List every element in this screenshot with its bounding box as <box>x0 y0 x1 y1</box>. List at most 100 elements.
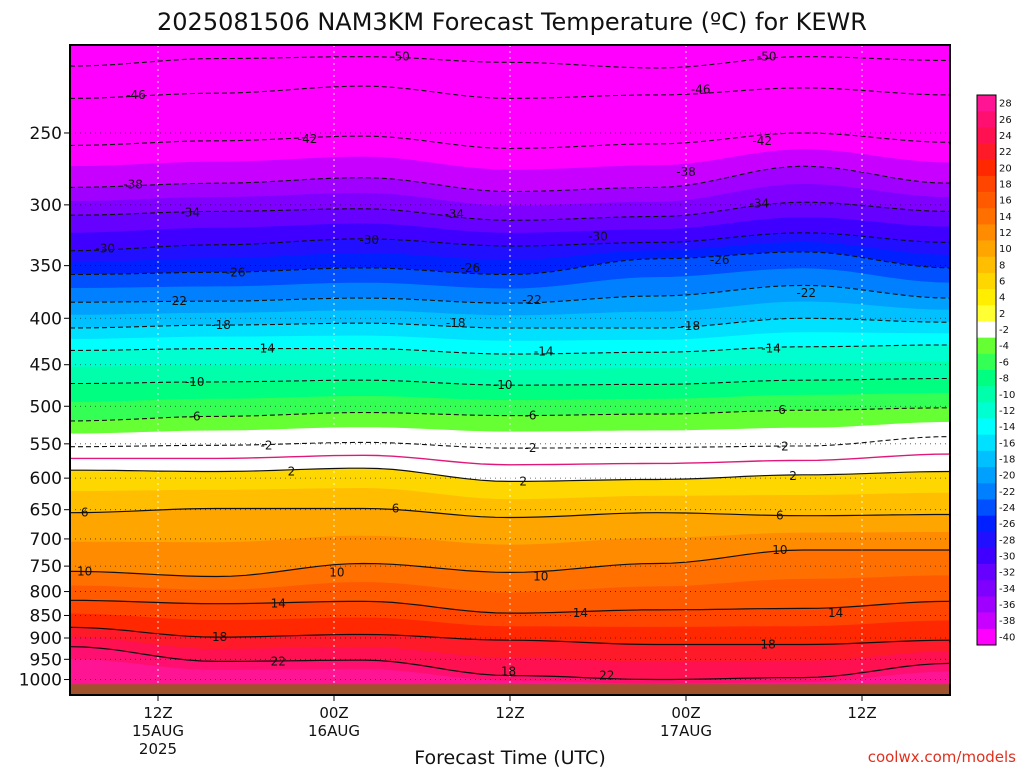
isotherm-labels: -50 -50 -46 -46 -42 -42 -38 -38 -34 -34 -34 -30 -30 -… <box>77 50 843 683</box>
colorbar-label: 4 <box>999 293 1005 304</box>
isotherm-label: -22 <box>522 293 542 307</box>
colorbar-swatch <box>977 596 996 613</box>
colorbar-label: -26 <box>999 519 1015 530</box>
isotherm-label: -2 <box>525 441 537 455</box>
pressure-tick-label: 900 <box>30 629 62 649</box>
colorbar-label: 14 <box>999 212 1012 223</box>
colorbar-swatch <box>977 159 996 177</box>
colorbar-label: -14 <box>999 422 1015 433</box>
colorbar-swatch <box>977 111 996 128</box>
colorbar-label: 6 <box>999 277 1005 288</box>
colorbar-swatch <box>977 353 996 371</box>
isotherm-label: 14 <box>573 606 588 620</box>
colorbar-swatch <box>977 224 996 241</box>
pressure-tick-label: 250 <box>30 124 62 144</box>
colorbar-label: 12 <box>999 228 1012 239</box>
colorbar-label: -22 <box>999 487 1015 498</box>
colorbar-label: 16 <box>999 196 1012 207</box>
isotherm-label: 2 <box>519 474 527 488</box>
isotherm-label: -26 <box>710 253 730 267</box>
colorbar-swatch <box>977 192 996 209</box>
isotherm-line <box>70 507 950 519</box>
pressure-tick-label: 950 <box>30 650 62 670</box>
isotherm-label: -10 <box>185 375 205 389</box>
temperature-color-fill <box>70 45 950 695</box>
chart-title: 2025081506 NAM3KM Forecast Temperature (… <box>157 8 867 36</box>
pressure-tick-label: 300 <box>30 196 62 216</box>
isotherm-label: -30 <box>359 233 379 247</box>
isotherm-label: 18 <box>212 630 227 644</box>
time-tick-label: 16AUG <box>308 722 360 740</box>
colorbar-swatch <box>977 564 996 581</box>
isotherm-line <box>70 549 950 578</box>
isotherm-label: -42 <box>752 134 772 148</box>
isotherm-label: 6 <box>776 509 784 523</box>
colorbar-swatch <box>977 321 996 338</box>
colorbar-swatch <box>977 434 996 452</box>
isotherm-label: 10 <box>772 543 787 557</box>
x-axis-title: Forecast Time (UTC) <box>414 747 605 768</box>
isotherm-label: 18 <box>501 665 516 679</box>
colorbar-swatch <box>977 628 996 646</box>
isotherm-line <box>70 436 950 449</box>
colorbar-frame <box>976 94 997 646</box>
pressure-tick-label: 700 <box>30 530 62 550</box>
isotherm-label: -22 <box>167 294 187 308</box>
colorbar-swatch <box>977 467 996 484</box>
colorbar-label: -32 <box>999 568 1015 579</box>
isotherm-line <box>70 56 950 69</box>
isotherm-line <box>70 317 950 329</box>
colorbar-label: -20 <box>999 471 1015 482</box>
isotherm-line <box>70 132 950 149</box>
colorbar-swatch <box>977 370 996 387</box>
colorbar-label: -24 <box>999 503 1015 514</box>
colorbar-label: 18 <box>999 179 1012 190</box>
colorbar-swatch <box>977 95 996 112</box>
colorbar-swatch <box>977 580 996 597</box>
isotherm-label: -10 <box>493 378 513 392</box>
isotherm-line <box>70 232 950 252</box>
isotherm-label: -14 <box>534 344 554 358</box>
isotherm-contours <box>70 56 950 681</box>
colorbar-swatch <box>977 499 996 516</box>
colorbar-swatch <box>977 515 996 533</box>
pressure-tick-label: 600 <box>30 469 62 489</box>
isotherm-label: 22 <box>271 654 286 668</box>
isotherm-line <box>70 344 950 355</box>
isotherm-label: -18 <box>681 319 701 333</box>
isotherm-label: -38 <box>676 165 696 179</box>
colorbar-swatch <box>977 483 996 500</box>
isotherm-label: -22 <box>796 286 816 300</box>
pressure-tick-label: 450 <box>30 356 62 376</box>
colorbar-label: 28 <box>999 99 1012 110</box>
time-tick-label: 12Z <box>495 704 524 722</box>
colorbar-label: 2 <box>999 309 1005 320</box>
pressure-tick-label: 1000 <box>19 671 62 691</box>
colorbar-swatch <box>977 272 996 290</box>
time-tick-label: 2025 <box>139 740 177 758</box>
isotherm-label: -34 <box>750 197 770 211</box>
isotherm-label: 6 <box>392 501 400 515</box>
credit-link[interactable]: coolwx.com/models <box>868 748 1016 766</box>
colorbar-label: -18 <box>999 454 1015 465</box>
isotherm-label: 10 <box>329 565 344 579</box>
isotherm-line <box>70 251 950 276</box>
colorbar-label: -16 <box>999 438 1015 449</box>
colorbar-swatch <box>977 240 996 258</box>
isotherm-line <box>70 85 950 99</box>
colorbar-label: -30 <box>999 552 1015 563</box>
isotherm-label: -14 <box>255 342 275 356</box>
colorbar-label: -2 <box>999 325 1009 336</box>
pressure-tick-label: 500 <box>30 397 62 417</box>
pressure-tick-label: 750 <box>30 557 62 577</box>
pressure-tick-label: 850 <box>30 606 62 626</box>
isotherm-label: 2 <box>288 465 296 479</box>
colorbar-swatch <box>977 208 996 225</box>
isotherm-label: -34 <box>444 207 464 221</box>
colorbar-swatch <box>977 450 996 468</box>
colorbar-swatch <box>977 612 996 630</box>
freezing-line <box>70 453 950 466</box>
colorbar-swatch <box>977 289 996 306</box>
isotherm-label: 14 <box>828 606 843 620</box>
